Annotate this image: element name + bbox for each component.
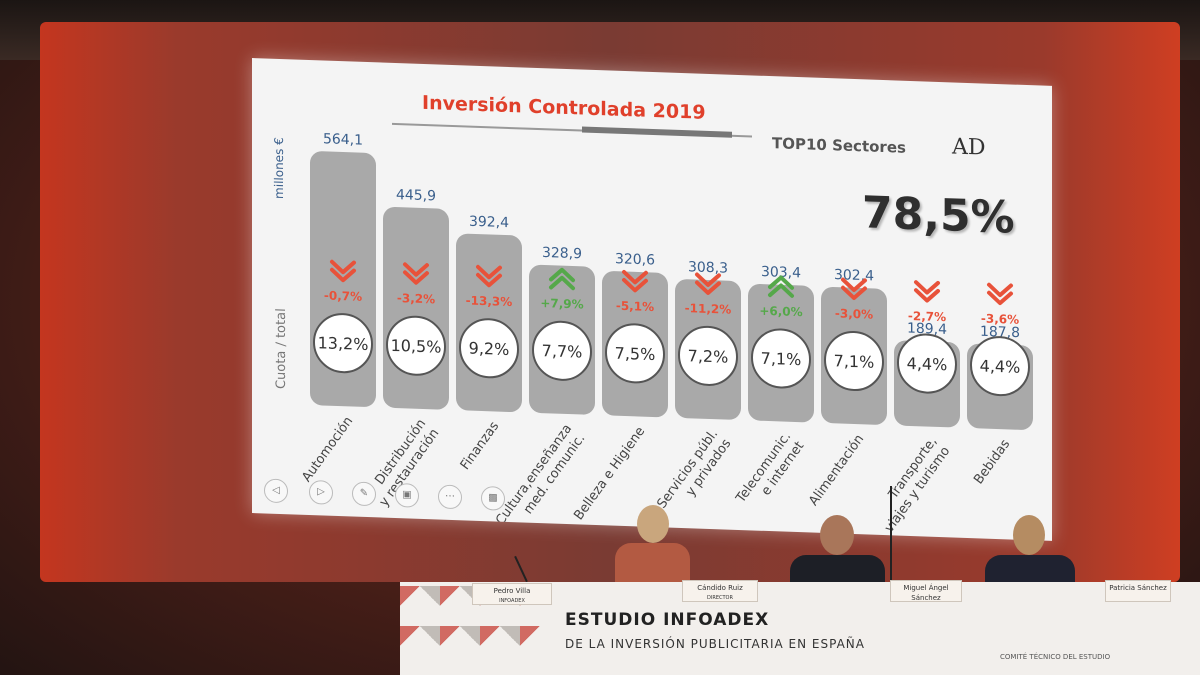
share-label: 7,1% xyxy=(834,351,875,371)
share-label: 9,2% xyxy=(469,339,510,359)
nameplate: Cándido Ruiz DIRECTOR xyxy=(682,580,758,602)
value-label: 320,6 xyxy=(615,251,655,268)
share-circle xyxy=(678,325,738,386)
share-circle xyxy=(532,320,592,381)
arrow-down-icon xyxy=(622,269,648,293)
category-label-line: Bebidas xyxy=(971,437,1013,488)
arrow-down-icon xyxy=(841,277,867,301)
share-circle xyxy=(605,323,665,384)
value-label: 328,9 xyxy=(542,245,582,262)
change-label: -3,6% xyxy=(981,311,1019,326)
nameplate: Miguel Ángel Sánchez xyxy=(890,580,962,602)
value-label: 189,4 xyxy=(907,321,947,338)
change-label: -11,2% xyxy=(685,301,732,317)
value-label: 187,8 xyxy=(980,324,1020,341)
share-label: 7,2% xyxy=(688,346,729,366)
share-label: 4,4% xyxy=(980,356,1021,376)
banner-title: ESTUDIO INFOADEX xyxy=(565,610,770,630)
banner-subtitle: DE LA INVERSIÓN PUBLICITARIA EN ESPAÑA xyxy=(565,637,865,651)
share-circle xyxy=(970,336,1030,397)
arrow-down-icon xyxy=(914,280,940,303)
change-label: -3,2% xyxy=(397,291,435,306)
value-label: 303,4 xyxy=(761,264,801,281)
arrow-down-icon xyxy=(987,282,1013,306)
change-label: -5,1% xyxy=(616,299,654,314)
nameplate-role: INFOADEX xyxy=(499,598,525,604)
share-circle xyxy=(824,331,884,392)
share-circle xyxy=(751,328,811,389)
nameplate-name: Patricia Sánchez xyxy=(1109,584,1167,592)
change-label: +7,9% xyxy=(540,296,583,312)
change-label: -13,3% xyxy=(466,293,513,309)
share-label: 4,4% xyxy=(907,354,948,374)
panelist-left xyxy=(615,505,690,588)
category-label: Finanzas xyxy=(458,419,503,473)
nameplate-name: Miguel Ángel Sánchez xyxy=(903,584,949,602)
share-circle xyxy=(459,318,519,379)
category-label-line: Alimentación xyxy=(806,432,867,509)
change-label: -2,7% xyxy=(908,309,946,324)
category-label-line: Automoción xyxy=(299,414,356,485)
arrow-down-icon xyxy=(695,272,721,295)
value-label: 564,1 xyxy=(323,131,363,148)
share-circle xyxy=(313,313,373,374)
microphone xyxy=(890,486,892,581)
arrow-up-icon xyxy=(549,267,575,291)
share-label: 7,7% xyxy=(542,341,583,361)
category-label-line: Finanzas xyxy=(458,419,503,473)
category-label: Bebidas xyxy=(971,437,1013,488)
nameplate-name: Cándido Ruiz xyxy=(697,584,743,592)
more-icon[interactable]: ⋯ xyxy=(438,484,462,510)
arrow-down-icon xyxy=(330,259,356,283)
change-label: -0,7% xyxy=(324,289,362,304)
banner-committee: COMITÉ TÉCNICO DEL ESTUDIO xyxy=(1000,653,1111,661)
presenter-icon[interactable]: ▩ xyxy=(481,485,505,511)
value-label: 302,4 xyxy=(834,267,874,284)
nameplate: Pedro Villa INFOADEX xyxy=(472,583,552,605)
category-label: Automoción xyxy=(299,414,356,485)
share-label: 13,2% xyxy=(318,333,369,354)
share-circle xyxy=(897,333,957,394)
presentation-slide: Inversión Controlada 2019 TOP10 Sectores… xyxy=(252,58,1052,541)
next-icon[interactable]: ▷ xyxy=(309,479,333,505)
nameplate-name: Pedro Villa xyxy=(493,587,531,595)
category-label: Telecomunic.e internet xyxy=(733,429,807,506)
change-label: +6,0% xyxy=(759,304,802,320)
share-label: 7,1% xyxy=(761,349,802,369)
share-label: 10,5% xyxy=(391,336,442,357)
value-label: 445,9 xyxy=(396,187,436,204)
bar-chart: 564,1 -0,7% 13,2% Automoción 445,9 -3,2% 10,5%… xyxy=(299,131,1033,535)
category-label: Alimentación xyxy=(806,432,867,509)
arrow-up-icon xyxy=(768,275,794,298)
value-label: 308,3 xyxy=(688,259,728,276)
panelist-right xyxy=(985,515,1075,587)
arrow-down-icon xyxy=(476,264,502,288)
arrow-down-icon xyxy=(403,262,429,285)
pen-icon[interactable]: ✎ xyxy=(352,481,376,507)
panelist-center xyxy=(790,515,885,587)
prev-icon[interactable]: ◁ xyxy=(264,478,288,504)
bar xyxy=(383,207,449,410)
nameplate-role: DIRECTOR xyxy=(707,595,733,601)
value-label: 392,4 xyxy=(469,214,509,231)
nameplate: Patricia Sánchez xyxy=(1105,580,1171,602)
share-circle xyxy=(386,315,446,376)
share-label: 7,5% xyxy=(615,344,656,364)
screen-icon[interactable]: ▣ xyxy=(395,482,419,508)
change-label: -3,0% xyxy=(835,306,873,321)
